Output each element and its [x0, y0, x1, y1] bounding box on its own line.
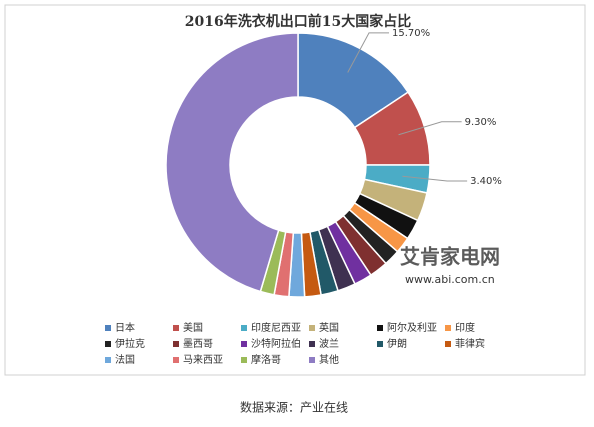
leader-line [398, 121, 462, 136]
watermark-url: www.abi.com.cn [405, 273, 495, 286]
legend-label: 墨西哥 [183, 338, 213, 350]
legend-label: 沙特阿拉伯 [251, 337, 301, 350]
legend-label: 美国 [183, 321, 203, 334]
data-label: 3.40% [470, 176, 502, 187]
legend-swatch [377, 325, 383, 331]
source: 数据来源：产业在线 [240, 400, 348, 415]
legend-label: 日本 [115, 321, 135, 334]
legend-swatch [105, 325, 111, 331]
legend-label: 印度尼西亚 [251, 321, 301, 334]
leader-line [402, 175, 468, 182]
legend-swatch [241, 341, 247, 347]
slice [165, 32, 299, 293]
legend-swatch [445, 341, 451, 347]
legend-label: 法国 [115, 353, 135, 366]
legend-label: 其他 [319, 353, 339, 366]
legend-label: 伊朗 [387, 338, 407, 350]
legend-swatch [173, 341, 179, 347]
legend-swatch [105, 357, 111, 363]
legend-label: 伊拉克 [115, 337, 145, 350]
legend-swatch [377, 341, 383, 347]
legend-label: 阿尔及利亚 [387, 321, 437, 334]
data-label: 9.30% [465, 117, 497, 128]
legend-swatch [173, 325, 179, 331]
legend-label: 印度 [455, 321, 475, 334]
watermark: 艾肯家电网 [400, 245, 500, 269]
legend-label: 英国 [319, 321, 339, 334]
legend-swatch [309, 341, 315, 347]
legend-swatch [105, 341, 111, 347]
legend-swatch [241, 325, 247, 331]
legend-label: 马来西亚 [183, 354, 223, 366]
legend-swatch [445, 325, 451, 331]
legend-label: 菲律宾 [455, 337, 485, 350]
legend-label: 波兰 [319, 337, 339, 350]
legend-swatch [173, 357, 179, 363]
legend-label: 摩洛哥 [251, 353, 281, 366]
legend-swatch [309, 357, 315, 363]
legend-swatch [241, 357, 247, 363]
legend-swatch [309, 325, 315, 331]
data-label: 15.70% [392, 28, 430, 39]
leader-line [347, 32, 390, 73]
chart-title: 2016年洗衣机出口前15大国家占比 [185, 13, 411, 30]
